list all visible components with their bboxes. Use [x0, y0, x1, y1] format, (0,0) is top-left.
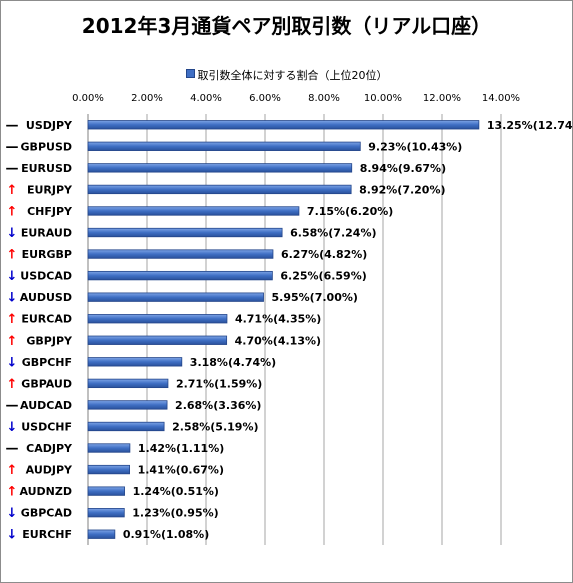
category-label: EURCAD — [21, 313, 72, 326]
data-label: 4.70%(4.13%) — [235, 334, 321, 347]
bar — [87, 163, 353, 173]
data-label: 8.92%(7.20%) — [359, 183, 445, 196]
data-label: 2.58%(5.19%) — [172, 420, 258, 433]
chart-title: 2012年3月通貨ペア別取引数（リアル口座） — [81, 14, 492, 38]
category-label: USDCAD — [20, 270, 72, 283]
bar — [87, 270, 273, 281]
data-label: 6.25%(6.59%) — [280, 270, 366, 283]
chart-legend: 取引数全体に対する割合（上位20位） — [0, 67, 573, 83]
bar — [87, 249, 274, 259]
data-label: 2.71%(1.59%) — [176, 377, 262, 390]
grid-layer — [87, 114, 502, 545]
data-label: 6.58%(7.24%) — [290, 227, 376, 240]
bar — [87, 184, 352, 195]
x-tick-label: 14.00% — [482, 93, 520, 104]
trend-mark: ↓ — [7, 528, 18, 543]
data-label: 9.23%(10.43%) — [368, 140, 462, 153]
bar — [87, 486, 125, 496]
bar — [87, 464, 130, 475]
category-label: AUDUSD — [20, 291, 72, 304]
trend-mark: — — [6, 161, 19, 176]
trend-mark: — — [6, 118, 19, 133]
trend-mark: ↑ — [7, 204, 18, 219]
x-tick-label: 8.00% — [308, 93, 340, 104]
bar — [87, 292, 264, 302]
trend-mark: ↓ — [7, 420, 18, 435]
bar — [87, 508, 125, 518]
x-tick-label: 0.00% — [72, 93, 104, 104]
category-label: GBPAUD — [21, 377, 72, 390]
x-tick-label: 10.00% — [364, 93, 402, 104]
x-tick-label: 6.00% — [249, 93, 281, 104]
category-label: USDJPY — [26, 119, 73, 132]
x-tick-label: 2.00% — [131, 93, 163, 104]
data-label: 4.71%(4.35%) — [235, 313, 321, 326]
legend-label: 取引数全体に対する割合（上位20位） — [197, 69, 388, 82]
category-label: GBPJPY — [26, 334, 73, 347]
category-label: EURGBP — [22, 248, 72, 261]
category-label: AUDJPY — [26, 464, 73, 477]
bar — [87, 443, 131, 453]
category-label: CHFJPY — [27, 205, 73, 218]
trend-mark: ↑ — [7, 377, 18, 392]
data-label: 3.18%(4.74%) — [190, 356, 276, 369]
trend-mark: ↑ — [7, 312, 18, 327]
trend-mark: ↑ — [7, 248, 18, 263]
data-label: 1.24%(0.51%) — [133, 485, 219, 498]
trend-mark: — — [6, 398, 19, 413]
category-label: EURUSD — [21, 162, 72, 175]
bar — [87, 378, 169, 389]
data-label: 6.27%(4.82%) — [281, 248, 367, 261]
category-label: AUDNZD — [19, 485, 72, 498]
bar — [87, 400, 168, 410]
trend-mark: ↑ — [7, 485, 18, 500]
category-label: GBPUSD — [21, 140, 72, 153]
category-label: AUDCAD — [20, 399, 72, 412]
category-label: EURJPY — [27, 183, 73, 196]
data-label: 0.91%(1.08%) — [123, 528, 209, 541]
data-label: 7.15%(6.20%) — [307, 205, 393, 218]
trend-mark: ↓ — [7, 226, 18, 241]
trend-mark: ↓ — [7, 506, 18, 521]
bar — [87, 206, 300, 216]
category-label: EURCHF — [22, 528, 72, 541]
data-label: 13.25%(12.74%) — [487, 119, 573, 132]
category-label: GBPCHF — [22, 356, 72, 369]
bars: —USDJPY13.25%(12.74%)—GBPUSD9.23%(10.43%… — [6, 118, 573, 542]
category-label: USDCHF — [21, 420, 72, 433]
x-axis-ticks: 0.00% 2.00% 4.00% 6.00% 8.00% 10.00% 12.00% 14.… — [72, 93, 520, 104]
data-label: 2.68%(3.36%) — [175, 399, 261, 412]
legend-swatch — [185, 69, 195, 78]
trend-mark: ↑ — [7, 183, 18, 198]
bar — [87, 227, 283, 238]
category-label: CADJPY — [26, 442, 73, 455]
trend-mark: ↓ — [7, 269, 18, 284]
data-label: 1.42%(1.11%) — [138, 442, 224, 455]
trend-mark: ↑ — [7, 334, 18, 349]
bar — [87, 421, 165, 432]
x-tick-label: 4.00% — [190, 93, 222, 104]
data-label: 5.95%(7.00%) — [272, 291, 358, 304]
trend-mark: ↑ — [7, 463, 18, 478]
x-tick-label: 12.00% — [423, 93, 461, 104]
data-label: 1.41%(0.67%) — [138, 464, 224, 477]
bar — [87, 120, 480, 130]
data-label: 8.94%(9.67%) — [360, 162, 446, 175]
data-label: 1.23%(0.95%) — [132, 507, 218, 520]
bar — [87, 141, 361, 151]
bar — [87, 357, 183, 367]
category-label: GBPCAD — [21, 507, 72, 520]
trend-mark: — — [6, 140, 19, 155]
bar — [87, 314, 228, 324]
bar — [87, 335, 228, 345]
category-label: EURAUD — [21, 227, 72, 240]
bar — [87, 529, 116, 539]
trend-mark: ↓ — [7, 291, 18, 306]
trend-mark: — — [6, 442, 19, 457]
trend-mark: ↓ — [7, 355, 18, 370]
